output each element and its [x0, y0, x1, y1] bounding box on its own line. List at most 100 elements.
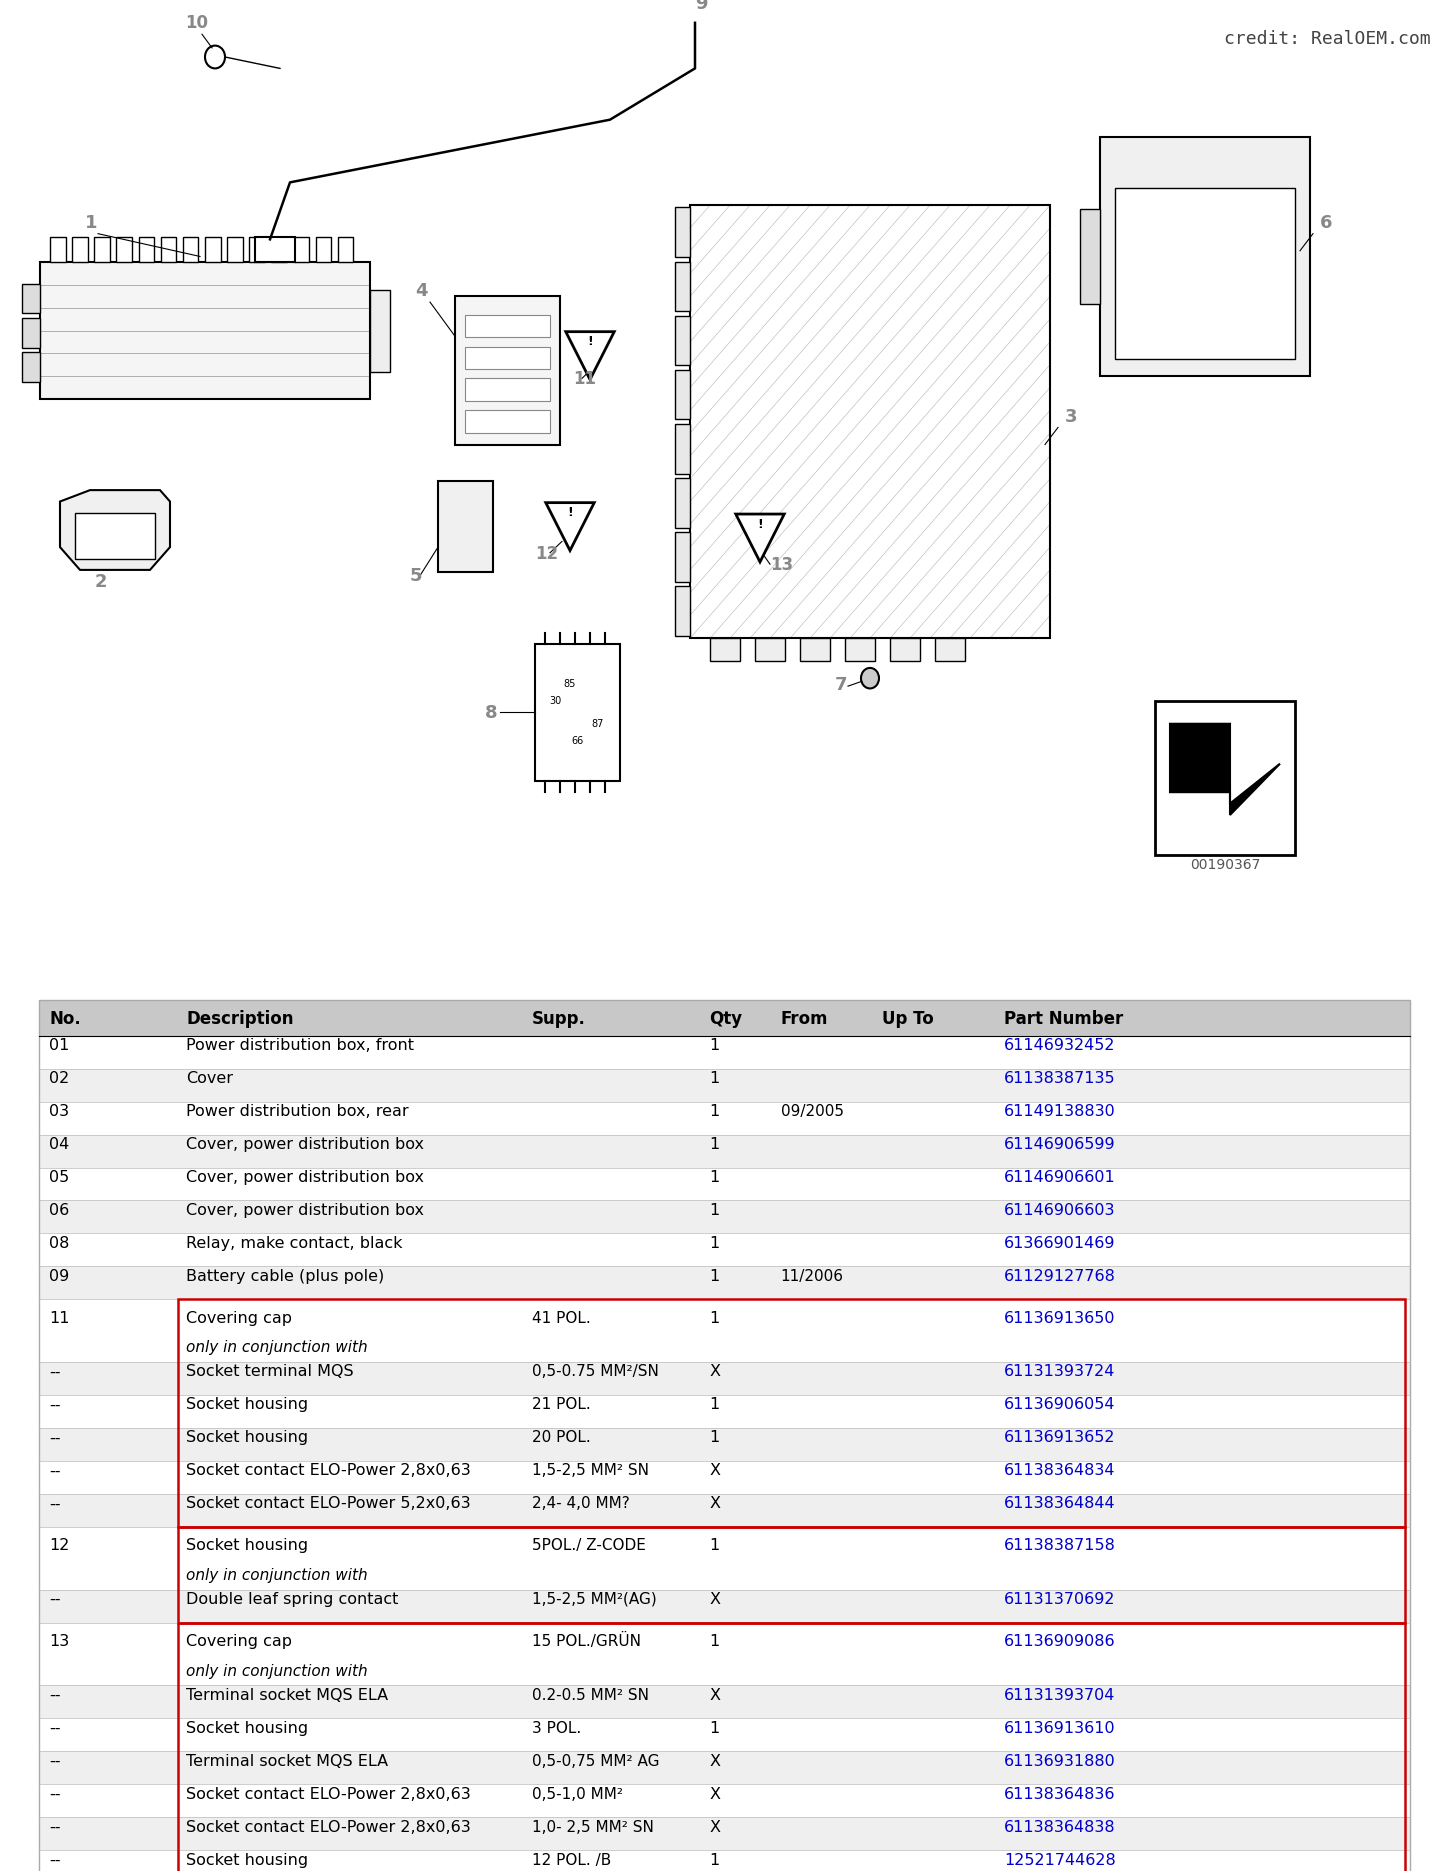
Text: 4: 4	[415, 283, 428, 301]
Bar	[39, 1396, 1410, 1428]
Text: 1: 1	[709, 1269, 720, 1284]
Text: 0.2-0.5 MM² SN: 0.2-0.5 MM² SN	[532, 1688, 649, 1703]
Text: Socket contact ELO-Power 2,8x0,63: Socket contact ELO-Power 2,8x0,63	[186, 1787, 471, 1802]
Text: !: !	[587, 335, 592, 348]
Bar	[39, 1817, 1410, 1850]
Text: 12: 12	[49, 1538, 69, 1553]
Bar	[254, 238, 295, 262]
Text: 12: 12	[535, 544, 558, 563]
Text: Description: Description	[186, 1010, 293, 1027]
Circle shape	[861, 668, 879, 689]
Text: 1: 1	[709, 1138, 720, 1153]
Text: 06: 06	[49, 1203, 69, 1218]
Bar	[39, 1785, 1410, 1817]
Text: 05: 05	[49, 1169, 69, 1184]
Text: 10: 10	[185, 15, 208, 32]
Bar	[675, 316, 691, 365]
Text: Socket contact ELO-Power 5,2x0,63: Socket contact ELO-Power 5,2x0,63	[186, 1497, 471, 1512]
Bar	[39, 1134, 1410, 1168]
Text: 1: 1	[709, 1721, 720, 1736]
Text: 85: 85	[564, 679, 577, 689]
Text: X: X	[709, 1463, 721, 1478]
Text: 21 POL.: 21 POL.	[532, 1398, 591, 1413]
Bar	[455, 296, 561, 445]
Bar	[22, 318, 40, 348]
Bar	[39, 999, 1410, 1037]
Text: 41 POL.: 41 POL.	[532, 1312, 591, 1327]
Text: Socket housing: Socket housing	[186, 1721, 308, 1736]
Text: --: --	[49, 1431, 61, 1446]
Bar	[139, 238, 155, 262]
Bar	[675, 479, 691, 528]
Text: No.: No.	[49, 1010, 81, 1027]
Text: Socket contact ELO-Power 2,8x0,63: Socket contact ELO-Power 2,8x0,63	[186, 1819, 471, 1835]
Text: 61138387135: 61138387135	[1004, 1070, 1116, 1085]
Text: 61366901469: 61366901469	[1004, 1237, 1116, 1252]
Text: 0,5-0.75 MM²/SN: 0,5-0.75 MM²/SN	[532, 1364, 659, 1379]
Bar	[39, 1428, 1410, 1461]
Text: --: --	[49, 1819, 61, 1835]
Text: Power distribution box, front: Power distribution box, front	[186, 1038, 415, 1053]
Text: --: --	[49, 1398, 61, 1413]
Text: 5: 5	[410, 567, 422, 586]
Text: 61138364836: 61138364836	[1004, 1787, 1116, 1802]
Polygon shape	[1170, 724, 1280, 816]
Text: X: X	[709, 1688, 721, 1703]
Text: --: --	[49, 1463, 61, 1478]
Bar	[675, 370, 691, 419]
Text: X: X	[709, 1753, 721, 1768]
Bar	[39, 1168, 1410, 1201]
Polygon shape	[736, 515, 785, 561]
Text: Socket housing: Socket housing	[186, 1398, 308, 1413]
Bar	[535, 644, 620, 780]
Text: Power distribution box, rear: Power distribution box, rear	[186, 1104, 409, 1119]
Text: 1: 1	[709, 1852, 720, 1867]
Bar	[370, 290, 390, 372]
Bar	[39, 1233, 1410, 1267]
Text: X: X	[709, 1592, 721, 1607]
Bar	[675, 531, 691, 582]
Text: 30: 30	[549, 696, 561, 705]
Text: 15 POL./GRÜN: 15 POL./GRÜN	[532, 1633, 640, 1650]
Text: 20 POL.: 20 POL.	[532, 1431, 591, 1446]
Text: Terminal socket MQS ELA: Terminal socket MQS ELA	[186, 1753, 389, 1768]
Bar	[438, 481, 493, 573]
Text: 1: 1	[709, 1398, 720, 1413]
Bar	[1100, 137, 1311, 376]
Bar	[39, 1102, 1410, 1134]
Text: --: --	[49, 1852, 61, 1867]
Text: 12521744628: 12521744628	[1004, 1852, 1116, 1867]
Bar	[39, 1298, 1410, 1362]
Bar	[184, 238, 198, 262]
Text: 0,5-0,75 MM² AG: 0,5-0,75 MM² AG	[532, 1753, 659, 1768]
Bar	[1155, 702, 1295, 855]
Text: Socket terminal MQS: Socket terminal MQS	[186, 1364, 354, 1379]
Text: 1: 1	[709, 1431, 720, 1446]
Text: 66: 66	[571, 735, 584, 747]
Text: Socket housing: Socket housing	[186, 1852, 308, 1867]
Bar	[39, 1590, 1410, 1622]
Text: Cover: Cover	[186, 1070, 233, 1085]
Text: Qty: Qty	[709, 1010, 743, 1027]
Text: Covering cap: Covering cap	[186, 1633, 292, 1648]
Text: only in conjunction with: only in conjunction with	[186, 1568, 368, 1583]
Text: 61138364834: 61138364834	[1004, 1463, 1116, 1478]
Bar	[935, 638, 965, 660]
Bar	[117, 238, 131, 262]
Bar	[39, 1718, 1410, 1751]
Bar	[801, 638, 829, 660]
Text: 08: 08	[49, 1237, 69, 1252]
Text: 1: 1	[709, 1038, 720, 1053]
Bar	[39, 1493, 1410, 1527]
Text: 1,5-2,5 MM² SN: 1,5-2,5 MM² SN	[532, 1463, 649, 1478]
Bar	[315, 238, 331, 262]
Text: only in conjunction with: only in conjunction with	[186, 1340, 368, 1355]
Text: 61146906601: 61146906601	[1004, 1169, 1116, 1184]
Text: 1: 1	[85, 213, 97, 232]
Polygon shape	[546, 503, 594, 550]
Text: 61138364844: 61138364844	[1004, 1497, 1116, 1512]
Bar	[39, 1037, 1410, 1068]
Bar	[160, 238, 176, 262]
Text: 13: 13	[770, 556, 793, 574]
Text: X: X	[709, 1364, 721, 1379]
